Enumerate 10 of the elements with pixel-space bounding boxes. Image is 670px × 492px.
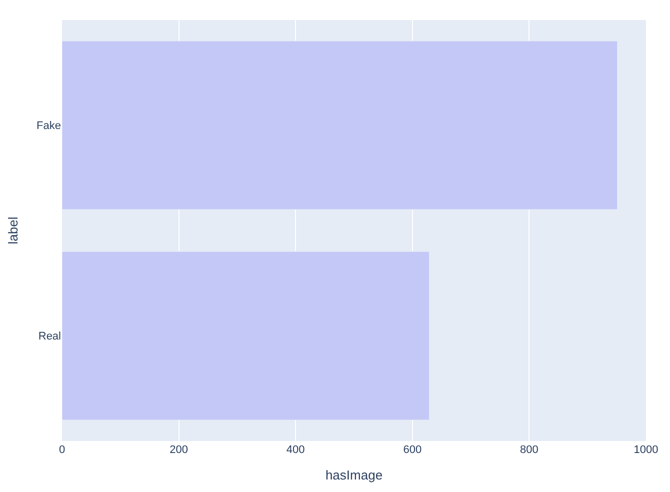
y-axis-title: label	[5, 216, 20, 244]
x-tick-label: 0	[58, 444, 66, 456]
x-tick-label: 800	[520, 444, 538, 456]
x-tick-label: 400	[286, 444, 305, 456]
x-tick-label: 600	[403, 444, 422, 456]
x-tick-label: 1000	[634, 444, 658, 456]
x-axis-title: hasImage	[325, 468, 383, 483]
y-tick-label: Real	[38, 330, 61, 343]
y-tick-label: Fake	[36, 120, 61, 132]
x-tick-label: 200	[170, 444, 188, 456]
